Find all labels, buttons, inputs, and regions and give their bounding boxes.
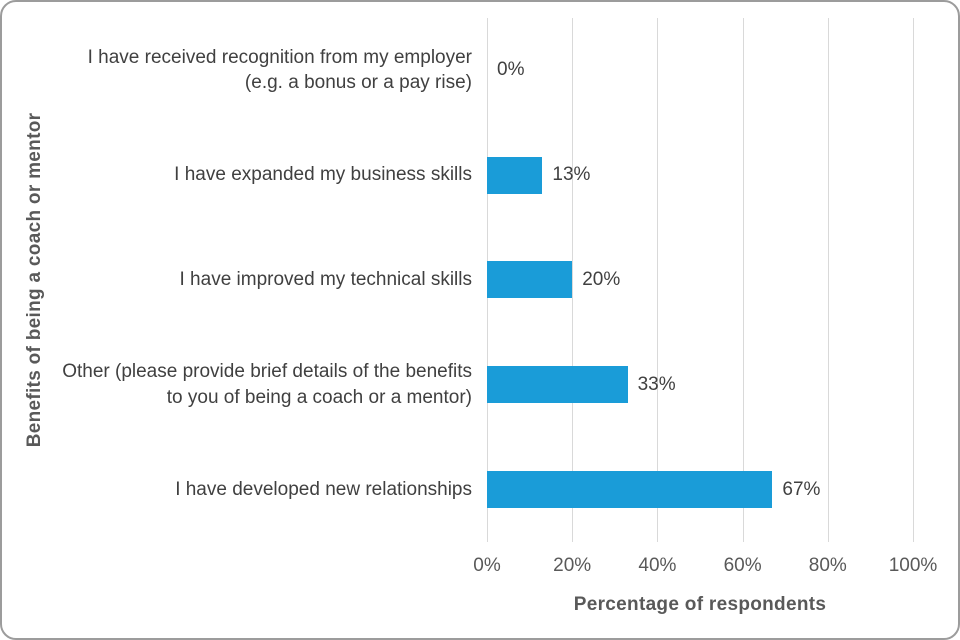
category-label: I have expanded my business skills: [174, 164, 472, 186]
plot-area: 0% 13% 20% 33% 67%: [487, 18, 914, 542]
bar: [487, 471, 773, 509]
gridline: [913, 18, 914, 542]
bar: [487, 156, 543, 194]
category-label: I have received recognition from my empl…: [87, 46, 472, 94]
x-tick-label: 0%: [473, 555, 501, 576]
gridline: [827, 18, 829, 542]
gridline: [657, 18, 659, 542]
x-tick-label: 60%: [723, 555, 762, 576]
x-tick-label: 20%: [553, 555, 592, 576]
bar-row: 33%: [487, 332, 913, 437]
bar: [487, 366, 628, 404]
x-tick-label: 40%: [638, 555, 677, 576]
category-axis-labels: I have received recognition from my empl…: [50, 18, 472, 542]
bar-row: 13%: [487, 123, 913, 228]
gridline: [742, 18, 744, 542]
gridline: [572, 18, 574, 542]
x-axis-ticks: 0% 20% 40% 60% 80% 100%: [473, 555, 937, 581]
x-tick-label: 100%: [888, 555, 938, 576]
value-label: 20%: [582, 268, 621, 290]
value-label: 67%: [782, 478, 821, 500]
y-axis-title: Benefits of being a coach or mentor: [24, 112, 45, 448]
category-label: Other (please provide brief details of t…: [62, 361, 472, 408]
bar-row: 0%: [487, 18, 913, 123]
value-label: 33%: [637, 373, 676, 395]
category-label: I have developed new relationships: [175, 478, 472, 500]
x-axis-title: Percentage of respondents: [573, 594, 827, 615]
value-label: 0%: [497, 59, 525, 81]
x-tick-label: 80%: [808, 555, 847, 576]
bar: [487, 261, 573, 299]
category-label: I have improved my technical skills: [179, 269, 473, 291]
value-label: 13%: [552, 164, 591, 186]
bar-row: 20%: [487, 228, 913, 333]
bar-row: 67%: [487, 437, 913, 542]
